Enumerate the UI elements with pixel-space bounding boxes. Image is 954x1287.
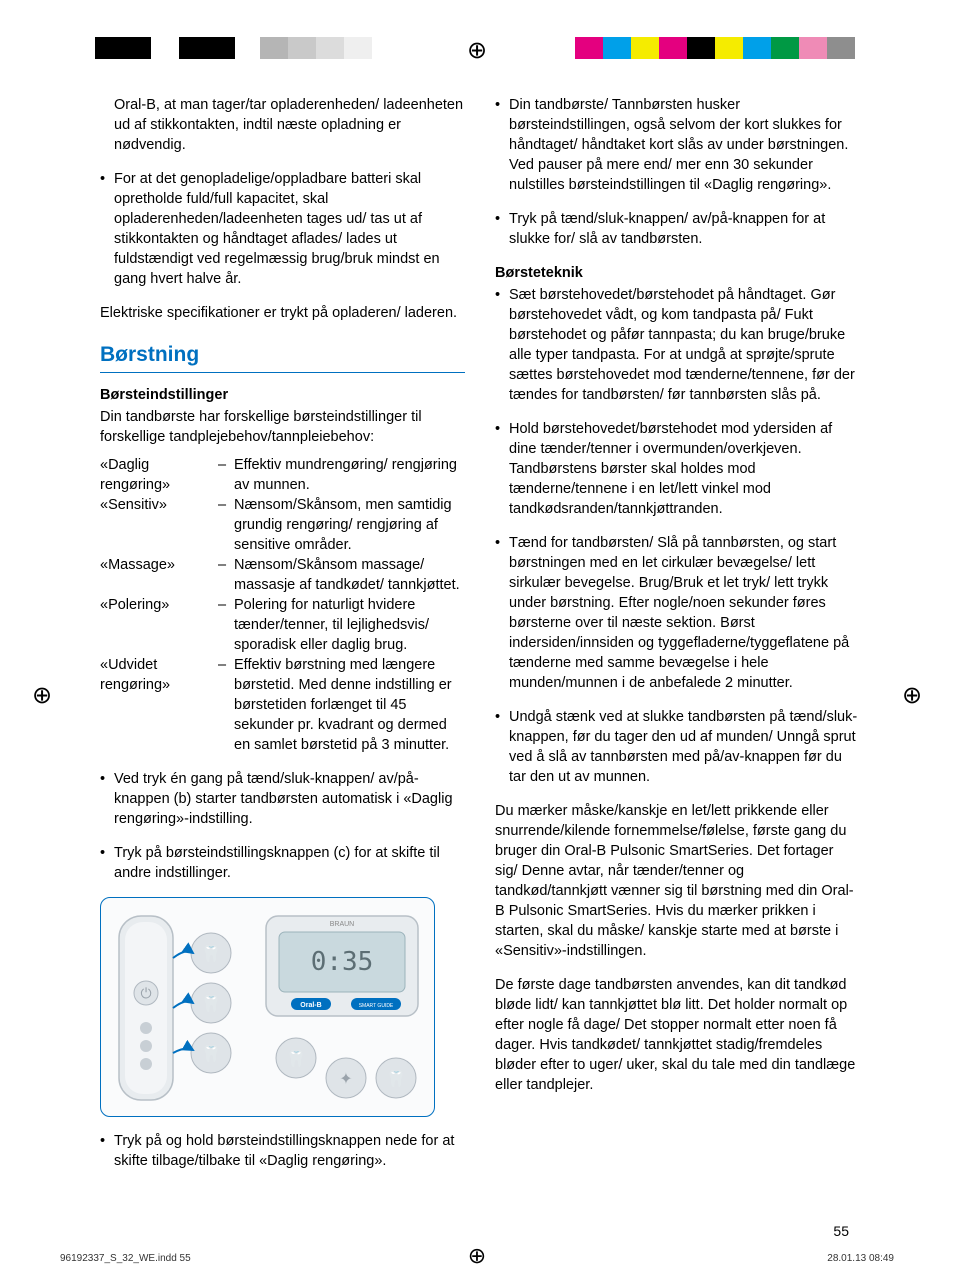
svg-text:🦷: 🦷 (201, 994, 221, 1013)
left-column: Oral-B, at man tager/tar opladerenheden/… (100, 95, 465, 1185)
mode-desc: Effektiv børstning med længere børstetid… (234, 655, 465, 755)
bullet-item: Tænd for tandbørsten/ Slå på tannbørsten… (495, 533, 860, 693)
modes-table: «Daglig rengøring»–Effektiv mundrengørin… (100, 455, 465, 755)
mode-label: «Sensitiv» (100, 495, 218, 555)
svg-text:🦷: 🦷 (201, 1044, 221, 1063)
svg-text:Oral-B: Oral-B (300, 1002, 321, 1009)
right-column: Din tandbørste/ Tannbørsten husker børst… (495, 95, 860, 1185)
svg-text:⏻: ⏻ (140, 985, 151, 1001)
body-text: Elektriske specifikationer er trykt på o… (100, 303, 465, 323)
bullet-item: For at det genopladelige/oppladbare batt… (100, 169, 465, 289)
body-text: Du mærker måske/kanskje en let/lett prik… (495, 801, 860, 961)
page-content: Oral-B, at man tager/tar opladerenheden/… (100, 95, 860, 1185)
mode-label: «Massage» (100, 555, 218, 595)
bullet-item: Tryk på og hold børsteindstillingsknappe… (100, 1131, 465, 1171)
body-text: De første dage tandbørsten anvendes, kan… (495, 975, 860, 1095)
svg-text:✦: ✦ (339, 1071, 352, 1088)
mode-desc: Polering for naturligt hvidere tænder/te… (234, 595, 465, 655)
registration-mark-icon: ⊕ (902, 681, 922, 710)
registration-mark-icon: ⊕ (467, 36, 487, 65)
svg-text:🦷: 🦷 (286, 1049, 306, 1068)
bullet-item: Tryk på tænd/sluk-knappen/ av/på-knappen… (495, 209, 860, 249)
registration-mark-icon: ⊕ (468, 1243, 486, 1269)
svg-text:BRAUN: BRAUN (330, 921, 355, 928)
bullet-item: Undgå stænk ved at slukke tandbørsten på… (495, 707, 860, 787)
footer-filename: 96192337_S_32_WE.indd 55 (60, 1253, 191, 1264)
bullet-item: Hold børstehovedet/børstehodet mod yders… (495, 419, 860, 519)
bullet-item: Din tandbørste/ Tannbørsten husker børst… (495, 95, 860, 195)
registration-mark-icon: ⊕ (32, 681, 52, 710)
mode-desc: Nænsom/Skånsom, men samtidig grundig ren… (234, 495, 465, 555)
page-number: 55 (833, 1223, 849, 1239)
sub-heading: Børsteteknik (495, 263, 860, 283)
calibration-bar-right (575, 37, 855, 59)
sub-heading: Børsteindstillinger (100, 385, 465, 405)
bullet-item: Ved tryk én gang på tænd/sluk-knappen/ a… (100, 769, 465, 829)
mode-label: «Daglig rengøring» (100, 455, 218, 495)
timer-display: 0:35 (311, 947, 374, 977)
bullet-item: Sæt børstehovedet/børstehodet på håndtag… (495, 285, 860, 405)
section-heading: Børstning (100, 341, 465, 373)
mode-label: «Polering» (100, 595, 218, 655)
bullet-item: Tryk på børsteindstillingsknappen (c) fo… (100, 843, 465, 883)
footer-timestamp: 28.01.13 08:49 (827, 1253, 894, 1264)
product-figure: ⏻ 0:35 BRAUN Oral-B SMART GUIDE (100, 897, 435, 1117)
body-text: Din tandbørste har forskellige børsteind… (100, 407, 465, 447)
mode-desc: Effektiv mundrengøring/ rengjøring av mu… (234, 455, 465, 495)
svg-text:🦷: 🦷 (386, 1069, 406, 1088)
calibration-bar-gray (260, 37, 372, 59)
svg-text:🦷: 🦷 (201, 944, 221, 963)
mode-label: «Udvidet rengøring» (100, 655, 218, 755)
body-text: Oral-B, at man tager/tar opladerenheden/… (114, 95, 465, 155)
mode-desc: Nænsom/Skånsom massage/ massasje af tand… (234, 555, 465, 595)
svg-text:SMART GUIDE: SMART GUIDE (359, 1003, 394, 1009)
